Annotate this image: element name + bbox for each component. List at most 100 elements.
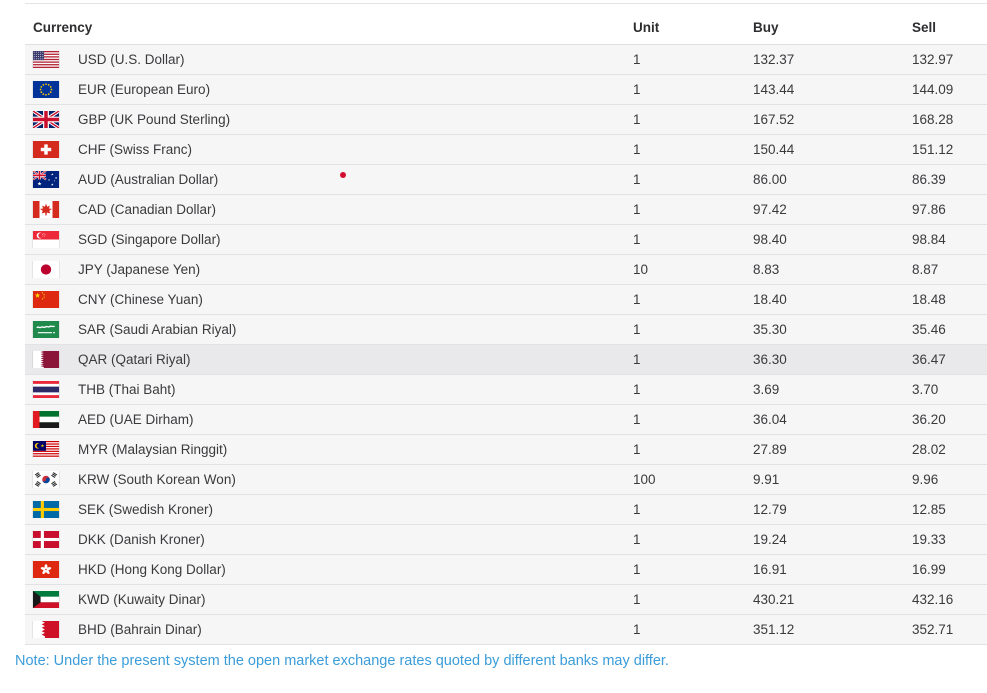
buy-value: 19.24 [753,532,787,547]
unit-value: 1 [633,292,641,307]
buy-value: 18.40 [753,292,787,307]
table-row[interactable]: SAR (Saudi Arabian Riyal) 1 35.30 35.46 [25,315,987,345]
sell-value: 86.39 [912,172,946,187]
table-row[interactable]: SEK (Swedish Kroner) 1 12.79 12.85 [25,495,987,525]
table-row[interactable]: SGD (Singapore Dollar) 1 98.40 98.84 [25,225,987,255]
currency-cell: DKK (Danish Kroner) [25,531,633,548]
buy-value: 98.40 [753,232,787,247]
table-row[interactable]: EUR (European Euro) 1 143.44 144.09 [25,75,987,105]
currency-label: QAR (Qatari Riyal) [78,352,191,367]
currency-label: SGD (Singapore Dollar) [78,232,221,247]
buy-value: 150.44 [753,142,795,157]
currency-label: AUD (Australian Dollar) [78,172,219,187]
sell-value: 132.97 [912,52,954,67]
buy-value: 143.44 [753,82,795,97]
unit-value: 1 [633,502,641,517]
dkk-flag-icon [33,531,59,548]
exchange-rates-table: Currency Unit Buy Sell USD (U.S. Dollar)… [25,3,987,645]
currency-label: AED (UAE Dirham) [78,412,194,427]
sell-value: 432.16 [912,592,954,607]
table-row[interactable]: HKD (Hong Kong Dollar) 1 16.91 16.99 [25,555,987,585]
sell-value: 151.12 [912,142,954,157]
table-row[interactable]: BHD (Bahrain Dinar) 1 351.12 352.71 [25,615,987,645]
sell-value: 28.02 [912,442,946,457]
sgd-flag-icon [33,231,59,248]
unit-value: 1 [633,532,641,547]
currency-cell: SAR (Saudi Arabian Riyal) [25,321,633,338]
unit-value: 1 [633,82,641,97]
currency-label: KRW (South Korean Won) [78,472,236,487]
buy-value: 8.83 [753,262,780,277]
sell-value: 98.84 [912,232,946,247]
unit-value: 1 [633,592,641,607]
table-row[interactable]: THB (Thai Baht) 1 3.69 3.70 [25,375,987,405]
currency-cell: JPY (Japanese Yen) [25,261,633,278]
unit-value: 100 [633,472,656,487]
buy-value: 12.79 [753,502,787,517]
unit-value: 1 [633,442,641,457]
table-row[interactable]: QAR (Qatari Riyal) 1 36.30 36.47 [25,345,987,375]
currency-label: CHF (Swiss Franc) [78,142,192,157]
currency-cell: AUD (Australian Dollar) [25,171,633,188]
currency-cell: QAR (Qatari Riyal) [25,351,633,368]
buy-value: 3.69 [753,382,780,397]
kwd-flag-icon [33,591,59,608]
buy-value: 97.42 [753,202,787,217]
currency-cell: THB (Thai Baht) [25,381,633,398]
gbp-flag-icon [33,111,59,128]
table-row[interactable]: JPY (Japanese Yen) 10 8.83 8.87 [25,255,987,285]
chf-flag-icon [33,141,59,158]
unit-value: 1 [633,202,641,217]
unit-value: 1 [633,112,641,127]
currency-label: JPY (Japanese Yen) [78,262,201,277]
table-row[interactable]: CNY (Chinese Yuan) 1 18.40 18.48 [25,285,987,315]
buy-value: 16.91 [753,562,787,577]
currency-label: KWD (Kuwaity Dinar) [78,592,206,607]
currency-label: DKK (Danish Kroner) [78,532,205,547]
sell-value: 144.09 [912,82,954,97]
sell-value: 352.71 [912,622,954,637]
currency-label: SAR (Saudi Arabian Riyal) [78,322,237,337]
buy-value: 132.37 [753,52,795,67]
currency-cell: CNY (Chinese Yuan) [25,291,633,308]
table-row[interactable]: CHF (Swiss Franc) 1 150.44 151.12 [25,135,987,165]
cny-flag-icon [33,291,59,308]
buy-value: 351.12 [753,622,795,637]
currency-cell: GBP (UK Pound Sterling) [25,111,633,128]
currency-label: EUR (European Euro) [78,82,211,97]
sek-flag-icon [33,501,59,518]
sell-value: 18.48 [912,292,946,307]
currency-label: SEK (Swedish Kroner) [78,502,214,517]
table-row[interactable]: KRW (South Korean Won) 100 9.91 9.96 [25,465,987,495]
bhd-flag-icon [33,621,59,638]
currency-cell: KRW (South Korean Won) [25,471,633,488]
thb-flag-icon [33,381,59,398]
sell-value: 97.86 [912,202,946,217]
table-row[interactable]: DKK (Danish Kroner) 1 19.24 19.33 [25,525,987,555]
sell-value: 16.99 [912,562,946,577]
sar-flag-icon [33,321,59,338]
table-row[interactable]: KWD (Kuwaity Dinar) 1 430.21 432.16 [25,585,987,615]
table-row[interactable]: MYR (Malaysian Ringgit) 1 27.89 28.02 [25,435,987,465]
currency-cell: AED (UAE Dirham) [25,411,633,428]
currency-cell: KWD (Kuwaity Dinar) [25,591,633,608]
table-row[interactable]: AUD (Australian Dollar) 1 86.00 86.39 [25,165,987,195]
table-row[interactable]: USD (U.S. Dollar) 1 132.37 132.97 [25,45,987,75]
krw-flag-icon [33,471,59,488]
note-text: Note: Under the present system the open … [15,653,669,669]
unit-value: 1 [633,172,641,187]
unit-value: 1 [633,352,641,367]
unit-value: 1 [633,622,641,637]
currency-cell: SEK (Swedish Kroner) [25,501,633,518]
unit-value: 1 [633,232,641,247]
table-body: USD (U.S. Dollar) 1 132.37 132.97 EUR (E… [25,45,987,645]
myr-flag-icon [33,441,59,458]
column-header-buy: Buy [753,19,779,35]
table-row[interactable]: CAD (Canadian Dollar) 1 97.42 97.86 [25,195,987,225]
table-row[interactable]: GBP (UK Pound Sterling) 1 167.52 168.28 [25,105,987,135]
table-row[interactable]: AED (UAE Dirham) 1 36.04 36.20 [25,405,987,435]
buy-value: 36.30 [753,352,787,367]
currency-label: THB (Thai Baht) [78,382,176,397]
qar-flag-icon [33,351,59,368]
currency-label: HKD (Hong Kong Dollar) [78,562,226,577]
